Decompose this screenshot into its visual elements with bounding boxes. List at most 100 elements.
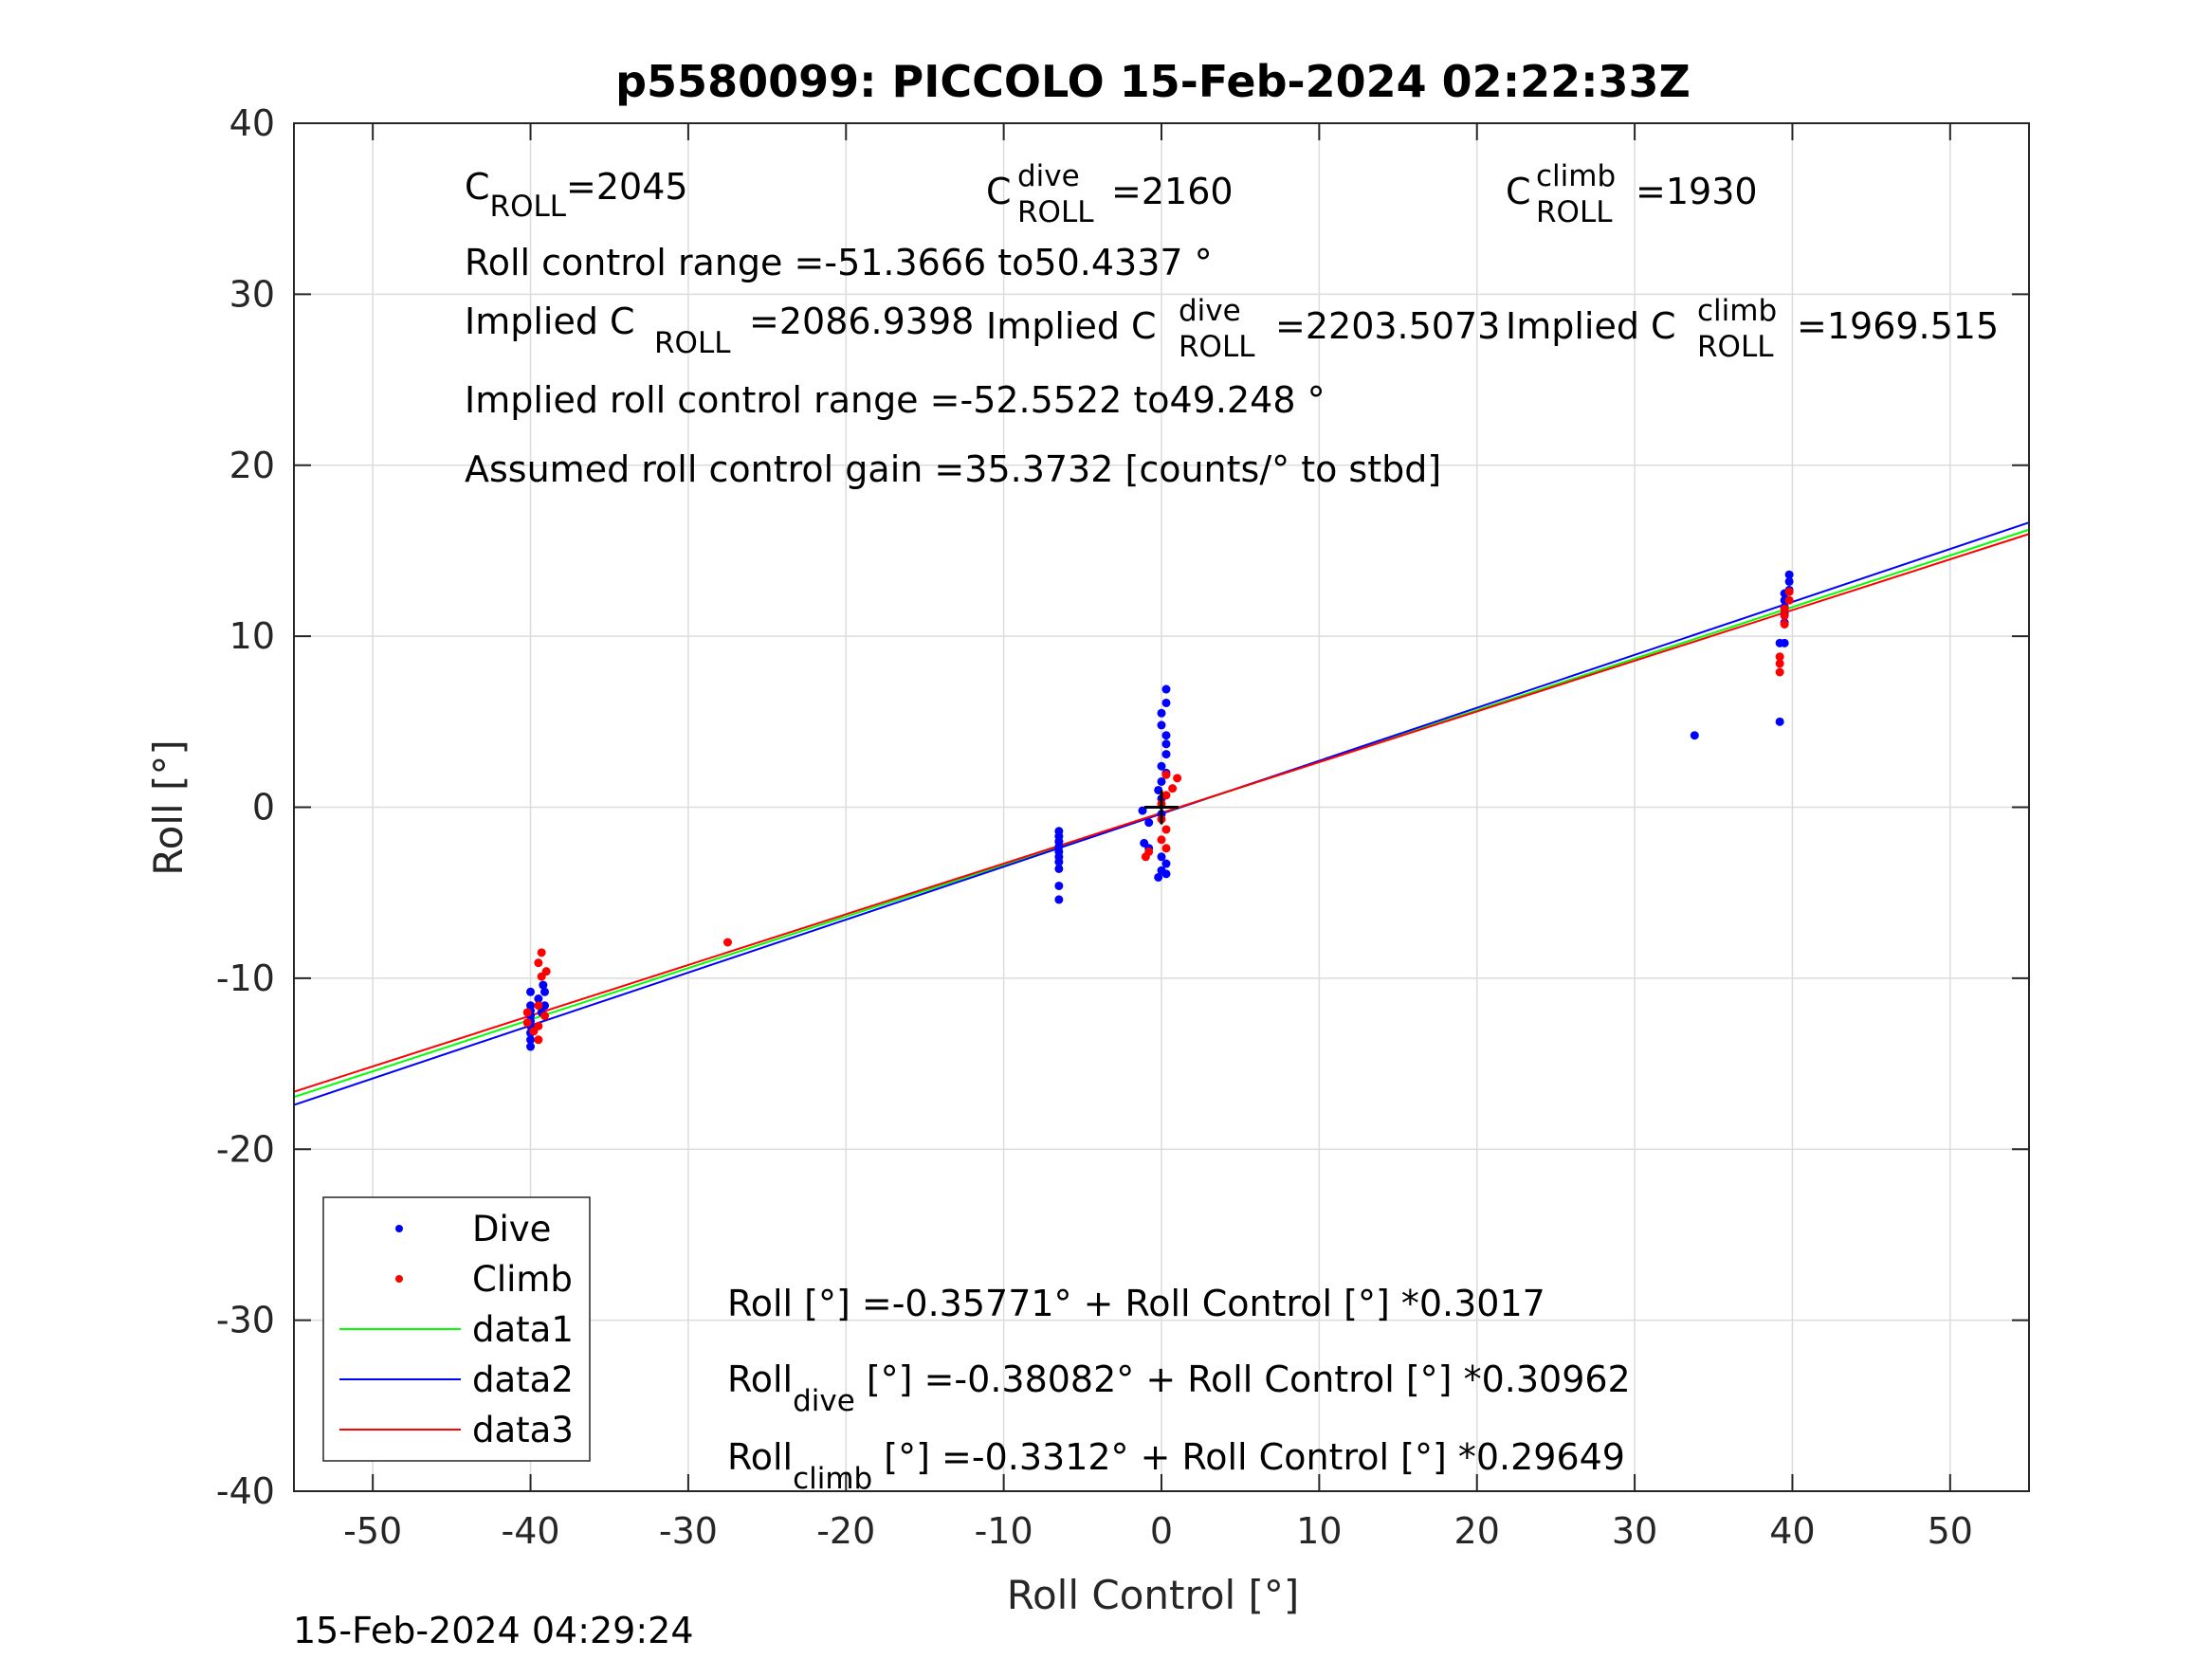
- climb-point: [537, 948, 546, 957]
- climb-point: [723, 938, 732, 947]
- y-tick-label: 30: [229, 273, 275, 315]
- y-tick-label: 0: [252, 787, 275, 829]
- y-tick-label: -30: [216, 1300, 275, 1341]
- y-tick-label: 10: [229, 615, 275, 657]
- climb-point: [1161, 844, 1171, 853]
- climb-point: [1784, 595, 1794, 605]
- climb-point: [1775, 659, 1784, 668]
- climb-point: [1161, 791, 1171, 800]
- dive-point: [1157, 852, 1166, 862]
- climb-point: [522, 1008, 532, 1017]
- dive-point: [534, 994, 543, 1004]
- x-tick-label: 20: [1454, 1510, 1500, 1552]
- origin-marker: [1144, 790, 1179, 825]
- climb-point: [1161, 770, 1171, 779]
- dive-point: [1144, 818, 1154, 828]
- climb-point: [1168, 784, 1178, 793]
- x-tick-label: 10: [1296, 1510, 1342, 1552]
- y-tick-label: 40: [229, 102, 275, 144]
- y-tick-labels: -40 -30 -20 -10 0 10 20 30 40: [216, 102, 275, 1512]
- dive-point: [1054, 895, 1064, 904]
- legend-data3-label: data3: [472, 1410, 574, 1450]
- climb-point: [1141, 852, 1150, 862]
- dive-point: [1157, 761, 1166, 771]
- dive-point: [1157, 776, 1166, 786]
- implied-c-roll-annotation: Implied CROLL=2086.9398: [465, 301, 974, 360]
- climb-point: [529, 1027, 539, 1036]
- x-axis-label: Roll Control [°]: [1007, 1572, 1300, 1618]
- climb-point: [1775, 667, 1784, 677]
- climb-point: [1157, 835, 1166, 845]
- dive-point: [540, 1001, 550, 1011]
- fit-equation-all: Roll [°] =-0.35771° + Roll Control [°] *…: [727, 1283, 1545, 1324]
- climb-point: [1780, 604, 1789, 613]
- climb-point: [1775, 652, 1784, 662]
- climb-point: [534, 1001, 543, 1011]
- dive-point: [526, 1035, 536, 1045]
- dive-point: [540, 987, 550, 996]
- dive-point: [1161, 750, 1171, 759]
- climb-point: [540, 1012, 550, 1021]
- y-tick-label: -20: [216, 1128, 275, 1170]
- climb-point: [537, 972, 546, 981]
- x-tick-label: 50: [1928, 1510, 1973, 1552]
- dive-point: [1161, 684, 1171, 694]
- dive-point: [1161, 698, 1171, 707]
- x-tick-label: 0: [1150, 1510, 1173, 1552]
- x-tick-label: -30: [659, 1510, 718, 1552]
- dive-point: [1784, 576, 1794, 586]
- y-axis-label: Roll [°]: [145, 739, 192, 875]
- gain-annotation: Assumed roll control gain =35.3732 [coun…: [465, 448, 1441, 490]
- climb-point: [1173, 774, 1182, 783]
- x-tick-label: 30: [1612, 1510, 1657, 1552]
- legend-climb-marker: [395, 1275, 403, 1283]
- c-roll-annotation: CROLL=2045: [465, 166, 688, 224]
- dive-point: [1054, 864, 1064, 873]
- dive-point: [1154, 872, 1163, 882]
- climb-point: [1784, 587, 1794, 596]
- data-points: [522, 570, 1794, 1051]
- timestamp: 15-Feb-2024 04:29:24: [293, 1610, 694, 1651]
- roll-range-annotation: Roll control range =-51.3666 to50.4337 °: [465, 242, 1213, 283]
- implied-range-annotation: Implied roll control range =-52.5522 to4…: [465, 379, 1325, 421]
- fit-equation-dive: Rolldive [°] =-0.38082° + Roll Control […: [727, 1358, 1631, 1418]
- legend-dive-label: Dive: [472, 1209, 551, 1249]
- legend: Dive Climb data1 data2 data3: [322, 1196, 591, 1462]
- dive-point: [1157, 708, 1166, 718]
- dive-point: [1161, 859, 1171, 868]
- climb-point: [1780, 611, 1789, 620]
- climb-point: [1780, 619, 1789, 629]
- dive-point: [1054, 857, 1064, 866]
- dive-point: [1157, 720, 1166, 730]
- dive-point: [1161, 739, 1171, 749]
- x-tick-label: -50: [343, 1510, 402, 1552]
- dive-point: [1775, 717, 1784, 726]
- climb-point: [534, 1035, 543, 1045]
- climb-point: [522, 1018, 532, 1028]
- x-tick-label: 40: [1769, 1510, 1815, 1552]
- y-tick-label: -10: [216, 957, 275, 999]
- legend-climb-label: Climb: [472, 1259, 573, 1300]
- dive-point: [526, 987, 536, 996]
- x-tick-label: -10: [975, 1510, 1033, 1552]
- dive-point: [1690, 731, 1699, 740]
- fit-equation-climb: Rollclimb [°] =-0.3312° + Roll Control […: [727, 1436, 1625, 1496]
- dive-point: [539, 980, 548, 990]
- climb-point: [534, 958, 543, 968]
- legend-data2-label: data2: [472, 1359, 574, 1400]
- dive-point: [1775, 638, 1784, 647]
- legend-data1-label: data1: [472, 1309, 574, 1350]
- y-tick-label: -40: [216, 1470, 275, 1512]
- dive-point: [1054, 881, 1064, 890]
- climb-point: [1161, 825, 1171, 834]
- x-tick-label: -20: [816, 1510, 875, 1552]
- chart-title: p5580099: PICCOLO 15-Feb-2024 02:22:33Z: [615, 56, 1691, 107]
- axis-ticks: [294, 122, 2029, 1492]
- dive-point: [1161, 731, 1171, 740]
- dive-point: [526, 1042, 536, 1051]
- dive-point: [526, 1001, 536, 1011]
